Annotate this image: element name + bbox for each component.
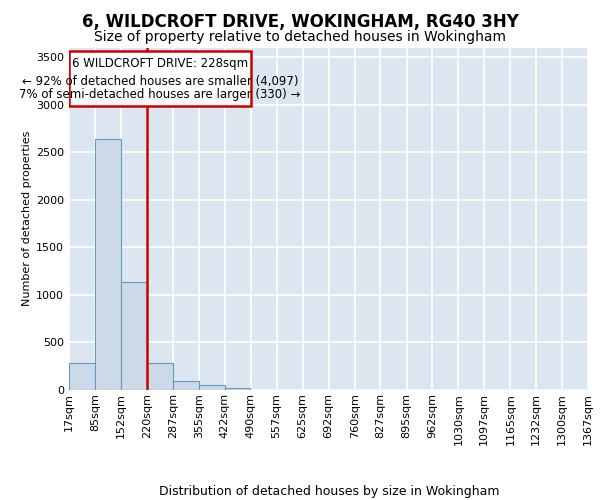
Text: 7% of semi-detached houses are larger (330) →: 7% of semi-detached houses are larger (3… bbox=[19, 88, 301, 101]
Text: Distribution of detached houses by size in Wokingham: Distribution of detached houses by size … bbox=[158, 484, 499, 498]
Bar bbox=[95, 139, 121, 390]
Y-axis label: Number of detached properties: Number of detached properties bbox=[22, 131, 32, 306]
Bar bbox=[224, 388, 250, 390]
Bar bbox=[199, 385, 224, 390]
Bar bbox=[173, 382, 199, 390]
Text: 6, WILDCROFT DRIVE, WOKINGHAM, RG40 3HY: 6, WILDCROFT DRIVE, WOKINGHAM, RG40 3HY bbox=[82, 12, 518, 30]
Bar bbox=[69, 364, 95, 390]
Text: Size of property relative to detached houses in Wokingham: Size of property relative to detached ho… bbox=[94, 30, 506, 44]
Bar bbox=[121, 282, 146, 390]
FancyBboxPatch shape bbox=[69, 52, 251, 106]
Text: 6 WILDCROFT DRIVE: 228sqm: 6 WILDCROFT DRIVE: 228sqm bbox=[72, 56, 248, 70]
Text: ← 92% of detached houses are smaller (4,097): ← 92% of detached houses are smaller (4,… bbox=[22, 74, 298, 88]
Bar bbox=[147, 364, 173, 390]
